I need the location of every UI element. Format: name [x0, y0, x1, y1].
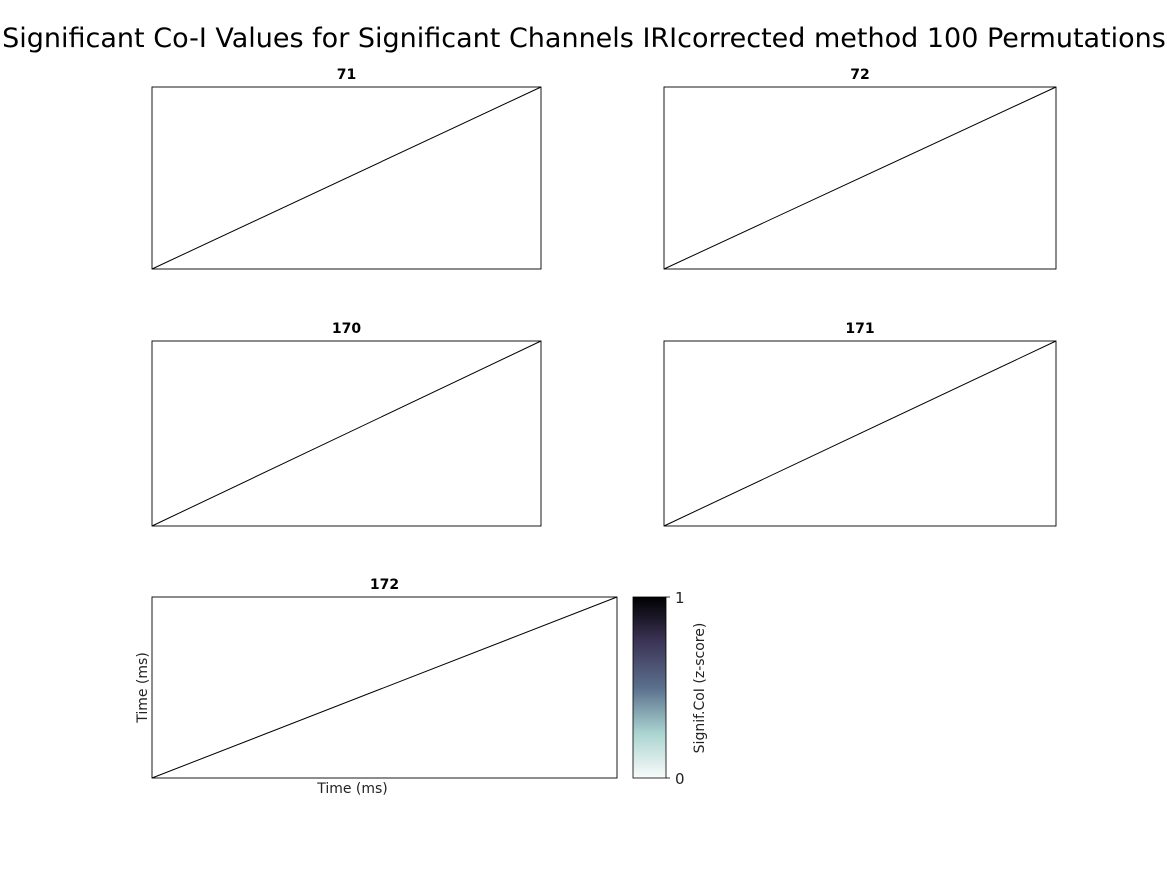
y-axis-label: Time (ms) [135, 652, 151, 724]
colorbar-max-label: 1 [675, 589, 685, 607]
figure-title: Significant Co-I Values for Significant … [2, 23, 1166, 54]
diagonal-line [151, 596, 618, 779]
colorbar-gradient [632, 596, 667, 779]
x-axis-label: Time (ms) [316, 781, 388, 797]
subplot-170: 170 [151, 321, 542, 527]
subplot-171: 171 [663, 321, 1057, 527]
diagonal-line [663, 340, 1057, 527]
subplot-71: 71 [151, 67, 542, 270]
colorbar-label: Signif.CoI (z-score) [692, 623, 708, 754]
subplot-title: 170 [332, 321, 361, 337]
subplot-72: 72 [663, 67, 1057, 270]
subplot-title: 172 [370, 577, 399, 593]
subplot-title: 171 [845, 321, 874, 337]
diagonal-line [151, 86, 542, 270]
diagonal-line [663, 86, 1057, 270]
subplot-title: 72 [850, 67, 869, 83]
colorbar: 1 0 Signif.CoI (z-score) [632, 589, 708, 788]
subplot-172: 172 Time (ms) Time (ms) [135, 577, 618, 797]
subplot-title: 71 [337, 67, 356, 83]
diagonal-line [151, 340, 542, 527]
panels: 71 72 170 171 172 Time (ms) Time (ms) [135, 67, 1057, 797]
colorbar-min-label: 0 [675, 770, 685, 788]
